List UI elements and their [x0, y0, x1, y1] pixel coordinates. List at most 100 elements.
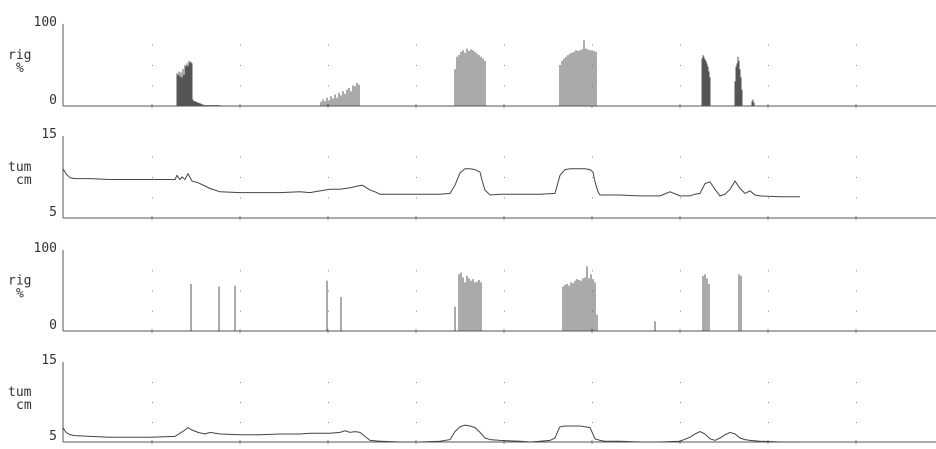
grid-dot-p4-3-4 [504, 422, 505, 423]
grid-dot-p4-3-2 [328, 422, 329, 423]
grid-dot-p3-1-8 [856, 270, 857, 271]
grid-dot-p3-3-3 [416, 311, 417, 312]
grid-dot-p1-2-6 [680, 65, 681, 66]
grid-dot-p1-1-7 [768, 45, 769, 46]
grid-dot-p3-1-5 [592, 270, 593, 271]
grid-dot-p4-3-7 [768, 422, 769, 423]
grid-dot-p2-2-0 [152, 177, 153, 178]
grid-dot-p1-2-4 [504, 65, 505, 66]
y-tick-label-top-p2: 15 [41, 127, 57, 142]
grid-dot-p4-1-2 [328, 382, 329, 383]
grid-dot-p1-1-5 [592, 45, 593, 46]
grid-dot-p3-1-6 [680, 270, 681, 271]
grid-dot-p4-2-3 [416, 402, 417, 403]
panel-3: 100 0 rig% [8, 241, 936, 333]
y-tick-label-bottom-p1: 0 [49, 93, 57, 108]
grid-dot-p1-2-1 [240, 65, 241, 66]
grid-dot-p4-1-8 [856, 382, 857, 383]
panel-1: 1000rig% [8, 15, 936, 108]
y-tick-label-top-p4: 15 [41, 353, 57, 368]
grid-dot-p4-2-4 [504, 402, 505, 403]
grid-dot-p2-3-3 [416, 198, 417, 199]
grid-dot-p4-1-7 [768, 382, 769, 383]
grid-dot-p3-1-0 [152, 270, 153, 271]
grid-dot-p3-2-2 [328, 291, 329, 292]
y-label-p2-line2: cm [16, 173, 32, 188]
grid-dot-p4-3-6 [680, 422, 681, 423]
grid-dot-p1-3-1 [240, 86, 241, 87]
grid-dot-p3-1-2 [328, 270, 329, 271]
grid-dot-p2-1-1 [240, 157, 241, 158]
grid-dot-p2-1-2 [328, 157, 329, 158]
grid-dot-p3-1-7 [768, 270, 769, 271]
grid-dot-p4-2-2 [328, 402, 329, 403]
grid-dot-p2-3-0 [152, 198, 153, 199]
grid-dot-p4-3-3 [416, 422, 417, 423]
grid-dot-p1-1-0 [152, 45, 153, 46]
grid-dot-p1-2-0 [152, 65, 153, 66]
grid-dot-p2-1-5 [592, 157, 593, 158]
grid-dot-p4-2-1 [240, 402, 241, 403]
grid-dot-p4-2-6 [680, 402, 681, 403]
grid-dot-p2-3-1 [240, 198, 241, 199]
grid-dot-p2-1-0 [152, 157, 153, 158]
grid-dot-p4-2-7 [768, 402, 769, 403]
grid-dot-p4-1-5 [592, 382, 593, 383]
grid-dot-p4-3-8 [856, 422, 857, 423]
grid-dot-p2-1-8 [856, 157, 857, 158]
series-line-p4 [63, 425, 800, 442]
grid-dot-p4-2-5 [592, 402, 593, 403]
grid-dot-p2-2-4 [504, 177, 505, 178]
grid-dot-p2-1-4 [504, 157, 505, 158]
grid-dot-p4-3-0 [152, 422, 153, 423]
grid-dot-p1-2-3 [416, 65, 417, 66]
grid-dot-p3-2-8 [856, 291, 857, 292]
grid-dot-p1-3-3 [416, 86, 417, 87]
y-label-p1-line2: % [16, 61, 24, 76]
grid-dot-p3-2-6 [680, 291, 681, 292]
y-tick-label-bottom-p2: 5 [49, 205, 57, 220]
grid-dot-p2-3-4 [504, 198, 505, 199]
grid-dot-p2-2-8 [856, 177, 857, 178]
grid-dot-p2-2-6 [680, 177, 681, 178]
grid-dot-p1-3-6 [680, 86, 681, 87]
grid-dot-p1-1-1 [240, 45, 241, 46]
grid-dot-p2-3-8 [856, 198, 857, 199]
grid-dot-p3-3-0 [152, 311, 153, 312]
grid-dot-p4-1-3 [416, 382, 417, 383]
grid-dot-p3-2-1 [240, 291, 241, 292]
y-tick-label-bottom-p3: 0 [49, 318, 57, 333]
grid-dot-p2-1-3 [416, 157, 417, 158]
grid-dot-p2-2-7 [768, 177, 769, 178]
grid-dot-p2-3-7 [768, 198, 769, 199]
grid-dot-p1-1-8 [856, 45, 857, 46]
grid-dot-p1-1-3 [416, 45, 417, 46]
grid-dot-p3-3-8 [856, 311, 857, 312]
grid-dot-p4-2-8 [856, 402, 857, 403]
grid-dot-p1-3-7 [768, 86, 769, 87]
grid-dot-p2-1-6 [680, 157, 681, 158]
grid-dot-p3-1-1 [240, 270, 241, 271]
grid-dot-p2-3-2 [328, 198, 329, 199]
grid-dot-p4-2-0 [152, 402, 153, 403]
grid-dot-p3-3-4 [504, 311, 505, 312]
grid-dot-p3-3-2 [328, 311, 329, 312]
grid-dot-p3-2-3 [416, 291, 417, 292]
grid-dot-p1-3-8 [856, 86, 857, 87]
grid-dot-p1-1-6 [680, 45, 681, 46]
grid-dot-p3-1-3 [416, 270, 417, 271]
grid-dot-p2-2-2 [328, 177, 329, 178]
grid-dot-p1-2-7 [768, 65, 769, 66]
grid-dot-p2-3-5 [592, 198, 593, 199]
grid-dot-p1-3-4 [504, 86, 505, 87]
grid-dot-p3-3-1 [240, 311, 241, 312]
y-tick-label-top-p3: 100 [34, 241, 57, 256]
grid-dot-p4-1-1 [240, 382, 241, 383]
grid-dot-p4-1-0 [152, 382, 153, 383]
grid-dot-p2-3-6 [680, 198, 681, 199]
series-line-p2 [63, 169, 800, 197]
